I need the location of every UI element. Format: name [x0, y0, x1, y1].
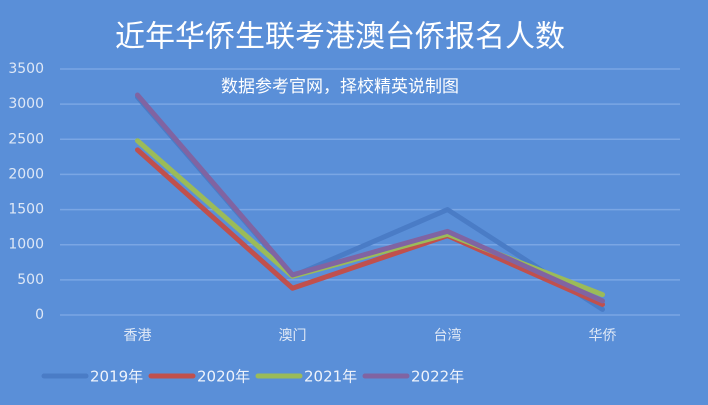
legend-label: 2020年 [197, 368, 250, 386]
y-tick-label: 2000 [8, 166, 44, 182]
annotation: 数据参考官网，择校精英说制图 [221, 77, 459, 97]
y-tick-label: 3500 [8, 61, 44, 77]
x-tick-label: 香港 [124, 328, 152, 344]
y-tick-label: 1500 [8, 202, 44, 218]
chart-title: 近年华侨生联考港澳台侨报名人数 [115, 20, 565, 55]
x-tick-label: 澳门 [279, 328, 307, 344]
y-tick-label: 3000 [8, 96, 44, 112]
series-line [135, 92, 605, 304]
x-tick-label: 台湾 [434, 327, 462, 344]
series-line [135, 147, 605, 307]
y-tick-label: 1000 [8, 237, 44, 253]
y-tick-label: 500 [17, 272, 44, 288]
legend-label: 2021年 [304, 368, 357, 386]
y-tick-label: 0 [35, 307, 44, 323]
y-tick-label: 2500 [8, 131, 44, 147]
legend-label: 2022年 [411, 368, 464, 386]
x-tick-label: 华侨 [589, 328, 617, 344]
legend-label: 2019年 [90, 368, 143, 386]
